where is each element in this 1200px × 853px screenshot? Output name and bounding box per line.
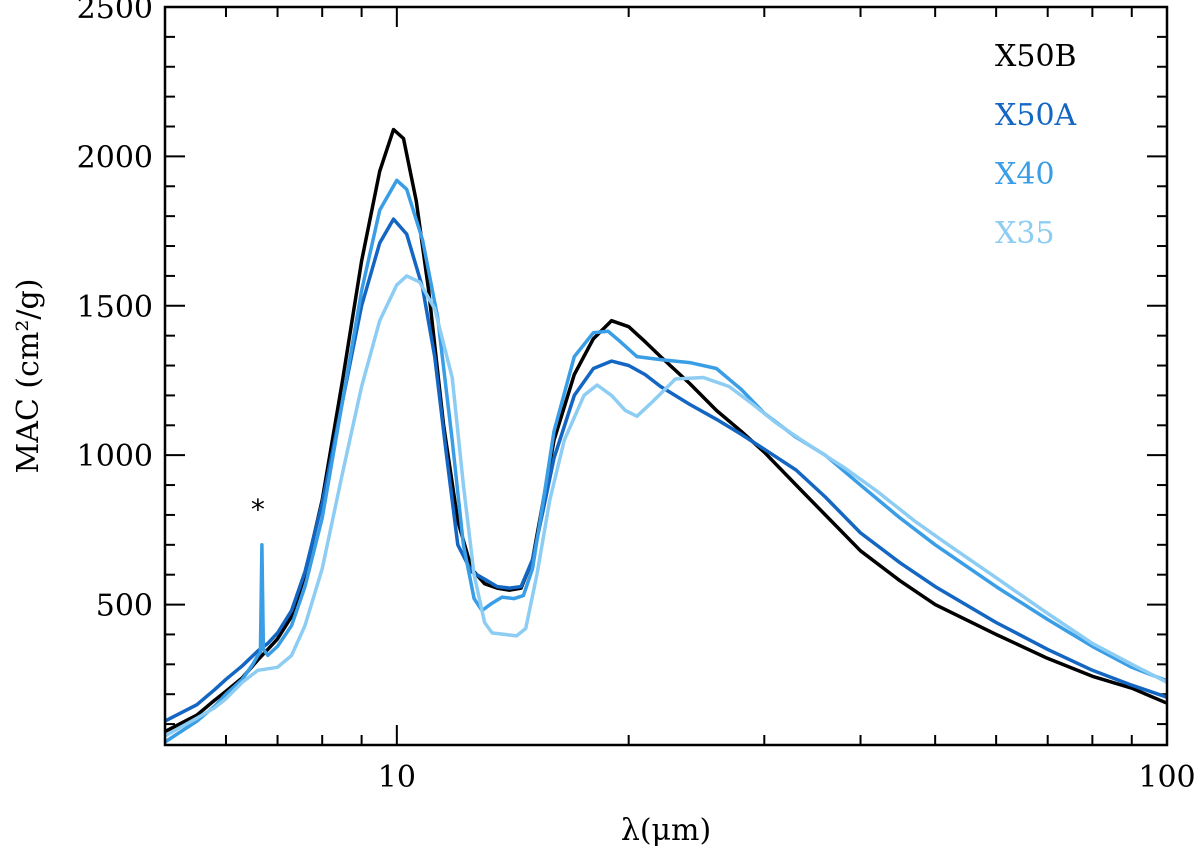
legend-entry-x35: X35 xyxy=(995,216,1055,251)
y-tick-label: 1500 xyxy=(77,290,153,325)
y-axis-title: MAC (cm²/g) xyxy=(11,279,46,474)
spike-annotation: * xyxy=(251,493,265,526)
legend: X50B X50A X40 X35 xyxy=(995,39,1077,251)
legend-entry-x50b: X50B xyxy=(995,39,1077,74)
x-axis-title: λ(μm) xyxy=(621,813,711,848)
series-line-x50a xyxy=(164,217,1168,723)
y-tick-label: 500 xyxy=(96,589,153,624)
y-tick-label: 2000 xyxy=(77,140,153,175)
y-tick-label: 1000 xyxy=(77,439,153,474)
x-tick-label: 100 xyxy=(1138,760,1195,795)
series-line-x50b xyxy=(164,127,1168,734)
y-tick-label: 2500 xyxy=(77,0,153,26)
tick-labels: 10 100 500 1000 1500 2000 2500 xyxy=(77,0,1196,795)
axis-ticks xyxy=(164,6,1168,745)
series-lines xyxy=(164,127,1168,744)
plot-frame xyxy=(163,5,1169,747)
series-line-x40 xyxy=(164,178,1168,744)
legend-entry-x40: X40 xyxy=(995,157,1055,192)
legend-entry-x50a: X50A xyxy=(995,98,1077,133)
x-tick-label: 10 xyxy=(378,760,416,795)
series-line-x35 xyxy=(164,274,1168,738)
